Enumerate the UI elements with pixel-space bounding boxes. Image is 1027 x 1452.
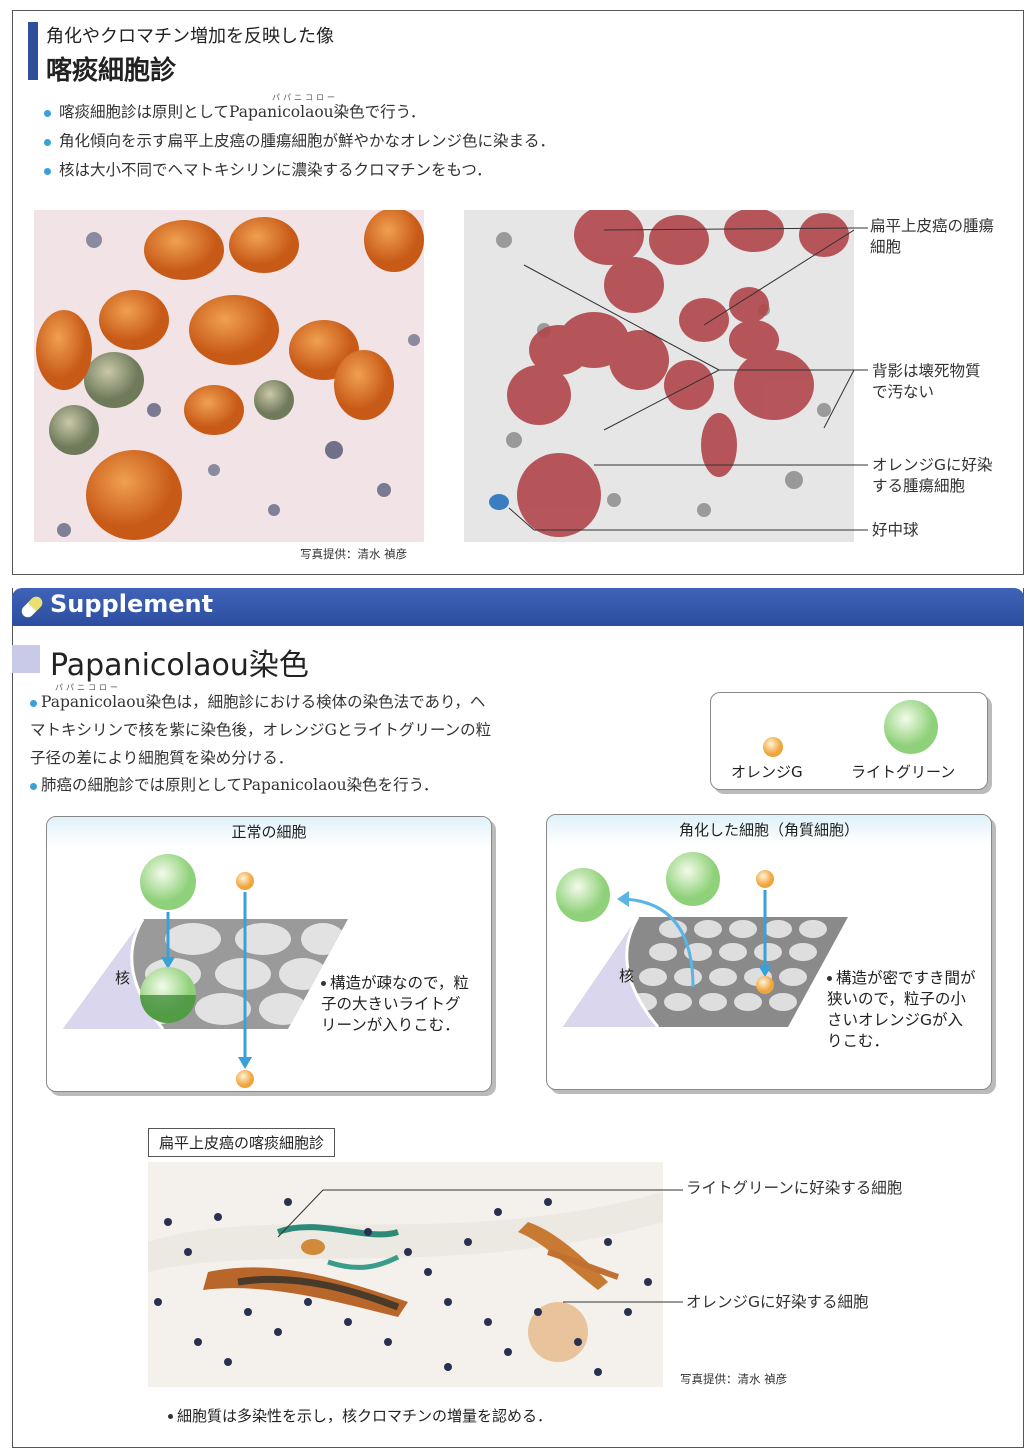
normal-cell-note: 構造が疎なので，粒子の大きいライトグリーンが入りこむ． — [321, 973, 471, 1036]
label-orange-stained: オレンジGに好染する細胞 — [686, 1293, 869, 1311]
ruby-text: パパニコロー — [55, 683, 121, 692]
normal-cell-panel: 正常の細胞 核 構造が疎なので，粒子の大きいライトグリーンが入りこむ． — [46, 816, 492, 1092]
bullet-item: 核は大小不同でヘマトキシリンに濃染するクロマチンをもつ． — [44, 158, 492, 180]
bullet-dot-icon — [168, 1414, 173, 1419]
section-title: 喀痰細胞診 — [46, 56, 177, 86]
green-particle-icon — [884, 700, 938, 754]
supplement-banner — [12, 588, 1024, 626]
normal-cell-diagram — [63, 854, 348, 1088]
bullet-text: 角化傾向を示す扁平上皮癌の腫瘍細胞が鮮やかなオレンジ色に染まる． — [59, 132, 556, 150]
bullet-text: 喀痰細胞診は原則としてPapanicolaou染色で行う． — [59, 103, 426, 121]
bullet-text: 肺癌の細胞診では原則としてPapanicolaou染色を行う． — [41, 776, 439, 794]
bullet-dot-icon — [44, 167, 51, 175]
bottom-photo-credit: 写真提供：清水 禎彦 — [680, 1372, 788, 1386]
bottom-note: 細胞質は多染性を示し，核クロマチンの増量を認める． — [168, 1405, 552, 1426]
bullet-text: 核は大小不同でヘマトキシリンに濃染するクロマチンをもつ． — [59, 161, 492, 179]
supplement-frame — [12, 588, 1024, 1448]
bullet-dot-icon — [44, 109, 51, 117]
supplement-bullet: 肺癌の細胞診では原則としてPapanicolaou染色を行う． — [30, 773, 510, 797]
nucleus-label: 核 — [115, 969, 131, 987]
legend-box: オレンジG ライトグリーン — [710, 692, 988, 790]
keratinized-cell-diagram — [556, 852, 848, 1028]
bullet-dot-icon — [30, 699, 37, 707]
label-green-stained: ライトグリーンに好染する細胞 — [686, 1179, 903, 1197]
bottom-callout-lines — [663, 1189, 683, 1303]
heading-accent-square — [12, 645, 40, 673]
supplement-bullet: Papanicolaou染色は，細胞診における検体の染色法であり，ヘマトキシリン… — [30, 688, 500, 772]
micrograph-photo — [34, 210, 424, 542]
legend-green-label: ライトグリーン — [851, 763, 956, 781]
callout-lines — [854, 227, 868, 531]
bullet-dot-icon — [321, 981, 326, 986]
note-text: 構造が密ですき間が狭いので，粒子の小さいオレンジGが入りこむ． — [827, 969, 976, 1050]
photo-credit: 写真提供：清水 禎彦 — [300, 547, 408, 561]
bullet-dot-icon — [30, 782, 37, 790]
label-neutrophil: 好中球 — [872, 521, 919, 539]
keratinized-cell-note: 構造が密ですき間が狭いので，粒子の小さいオレンジGが入りこむ． — [827, 968, 977, 1052]
bullet-text: Papanicolaou染色は，細胞診における検体の染色法であり，ヘマトキシリン… — [30, 693, 492, 767]
keratinized-cell-title: 角化した細胞（角質細胞） — [547, 815, 991, 845]
title-accent-bar — [28, 22, 38, 80]
orange-particle-icon — [763, 737, 783, 757]
ruby-text: パパニコロー — [272, 93, 338, 102]
keratinized-cell-panel: 角化した細胞（角質細胞） 核 構造が密ですき間が狭いので，粒子の小さいオレンジG… — [546, 814, 992, 1090]
legend-orange-label: オレンジG — [731, 763, 803, 781]
nucleus-label: 核 — [619, 967, 635, 985]
micrograph-diagram — [464, 210, 854, 542]
section-subtitle: 角化やクロマチン増加を反映した像 — [46, 26, 334, 47]
note-text: 構造が疎なので，粒子の大きいライトグリーンが入りこむ． — [321, 974, 469, 1034]
bullet-item: 喀痰細胞診は原則としてPapanicolaou染色で行う． — [44, 100, 425, 122]
label-tumor-cell: 扁平上皮癌の腫瘍細胞 — [870, 217, 995, 256]
bullet-item: 角化傾向を示す扁平上皮癌の腫瘍細胞が鮮やかなオレンジ色に染まる． — [44, 129, 555, 151]
supplement-banner-text: Supplement — [50, 590, 214, 618]
bullet-dot-icon — [44, 138, 51, 146]
label-orange-tumor: オレンジGに好染する腫瘍細胞 — [872, 456, 993, 495]
sputum-cytology-photo — [148, 1162, 663, 1387]
label-background: 背影は壊死物質で汚ない — [872, 362, 981, 401]
top-section-frame — [12, 10, 1024, 575]
normal-cell-title: 正常の細胞 — [47, 817, 491, 847]
supplement-heading: Papanicolaou染色 — [50, 648, 309, 683]
bullet-dot-icon — [827, 976, 832, 981]
capsule-icon — [21, 596, 43, 618]
note-text: 細胞質は多染性を示し，核クロマチンの増量を認める． — [177, 1407, 553, 1425]
photo-caption: 扁平上皮癌の喀痰細胞診 — [148, 1128, 336, 1157]
